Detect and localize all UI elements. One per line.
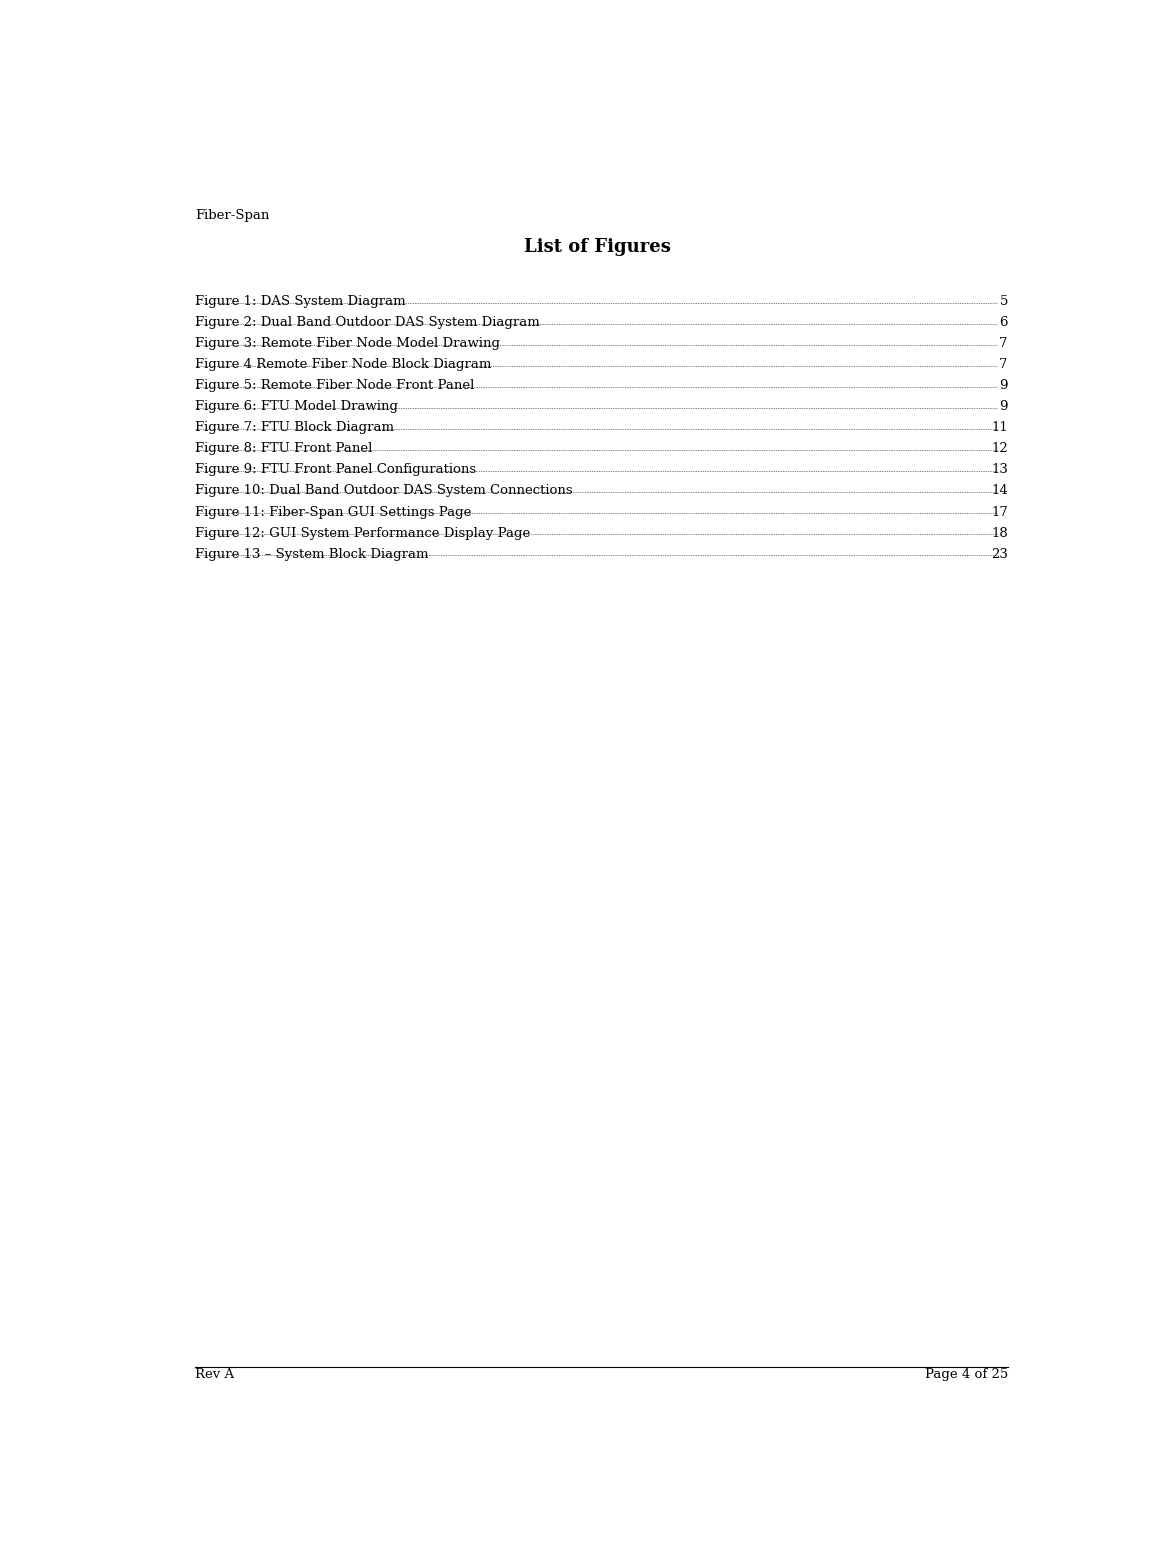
Text: 6: 6 (1000, 317, 1008, 329)
Text: Figure 1: DAS System Diagram: Figure 1: DAS System Diagram (196, 295, 405, 309)
Text: Figure 6: FTU Model Drawing: Figure 6: FTU Model Drawing (196, 401, 398, 413)
Text: Figure 3: Remote Fiber Node Model Drawing: Figure 3: Remote Fiber Node Model Drawin… (196, 337, 500, 351)
Text: Rev A: Rev A (196, 1368, 234, 1381)
Text: 9: 9 (1000, 379, 1008, 393)
Text: Figure 12: GUI System Performance Display Page: Figure 12: GUI System Performance Displa… (196, 527, 530, 540)
Text: 5: 5 (1000, 295, 1008, 309)
Text: 14: 14 (991, 485, 1008, 498)
Text: Page 4 of 25: Page 4 of 25 (925, 1368, 1008, 1381)
Text: 13: 13 (991, 463, 1008, 476)
Text: Fiber-Span: Fiber-Span (196, 209, 269, 222)
Text: Figure 5: Remote Fiber Node Front Panel: Figure 5: Remote Fiber Node Front Panel (196, 379, 474, 393)
Text: Figure 13 – System Block Diagram: Figure 13 – System Block Diagram (196, 548, 429, 560)
Text: Figure 2: Dual Band Outdoor DAS System Diagram: Figure 2: Dual Band Outdoor DAS System D… (196, 317, 541, 329)
Text: Figure 4 Remote Fiber Node Block Diagram: Figure 4 Remote Fiber Node Block Diagram (196, 359, 492, 371)
Text: Figure 7: FTU Block Diagram: Figure 7: FTU Block Diagram (196, 421, 394, 434)
Text: Figure 8: FTU Front Panel: Figure 8: FTU Front Panel (196, 443, 373, 456)
Text: 23: 23 (991, 548, 1008, 560)
Text: 9: 9 (1000, 401, 1008, 413)
Text: Figure 9: FTU Front Panel Configurations: Figure 9: FTU Front Panel Configurations (196, 463, 476, 476)
Text: 7: 7 (1000, 337, 1008, 351)
Text: Figure 11: Fiber-Span GUI Settings Page: Figure 11: Fiber-Span GUI Settings Page (196, 505, 472, 518)
Text: 17: 17 (991, 505, 1008, 518)
Text: 18: 18 (991, 527, 1008, 540)
Text: Figure 10: Dual Band Outdoor DAS System Connections: Figure 10: Dual Band Outdoor DAS System … (196, 485, 573, 498)
Text: 11: 11 (991, 421, 1008, 434)
Text: 12: 12 (991, 443, 1008, 456)
Text: List of Figures: List of Figures (523, 237, 671, 256)
Text: 7: 7 (1000, 359, 1008, 371)
